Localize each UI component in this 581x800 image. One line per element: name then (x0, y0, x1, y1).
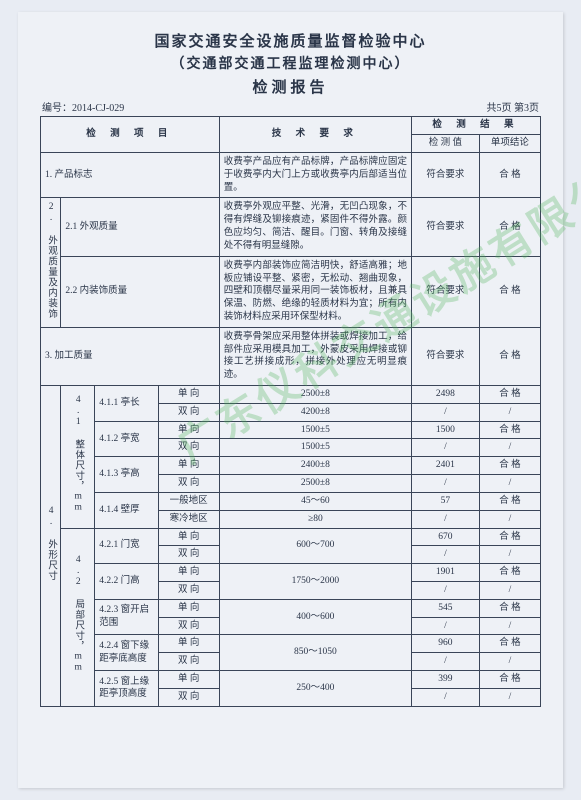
table-row: 4.2 局部尺寸，mm 4.2.1 门宽 单 向600～700670合 格 (41, 528, 541, 546)
table-row: 4. 外形尺寸 4.1 整体尺寸，mm 4.1.1 亭长 单 向2500±824… (41, 386, 541, 404)
col-verdict: 单项结论 (479, 135, 540, 153)
table-row: 4.1.2 亭宽单 向1500±51500合 格 (41, 421, 541, 439)
table-row: 4.2.4 窗下缘距亭底高度单 向850～1050960合 格 (41, 635, 541, 653)
table-row: 3. 加工质量 收费亭骨架应采用整体拼装或焊接加工，给部件应采用模具加工，外蒙皮… (41, 327, 541, 385)
col-val: 检 测 值 (412, 135, 480, 153)
col-item: 检 测 项 目 (41, 117, 220, 153)
table-row: 4.2.5 窗上缘距亭顶高度单 向250～400399合 格 (41, 671, 541, 689)
inspection-table: 检 测 项 目 技 术 要 求 检 测 结 果 检 测 值 单项结论 1. 产品… (40, 116, 541, 706)
table-row: 2.2 内装饰质量 收费亭内部装饰应简洁明快，舒适高雅；地板应铺设平整、紧密，无… (41, 256, 541, 327)
table-row: 4.1.4 壁厚一般地区45～6057合 格 (41, 492, 541, 510)
page-indicator: 共5页 第3页 (487, 99, 540, 114)
table-row: 4.2.2 门高单 向1750～20001901合 格 (41, 564, 541, 582)
table-row: 2. 外观质量及内装饰 2.1 外观质量 收费亭外观应平整、光滑，无凹凸现象，不… (41, 198, 541, 256)
org-title: 国家交通安全设施质量监督检验中心 (40, 30, 541, 54)
report-title: 检测报告 (40, 76, 541, 97)
org-subtitle: （交通部交通工程监理检测中心） (40, 54, 541, 76)
col-result: 检 测 结 果 (412, 117, 541, 135)
table-row: 1. 产品标志 收费亭产品应有产品标牌，产品标牌应固定于收费亭内大门上方或收费亭… (41, 153, 541, 198)
table-row: 4.2.3 窗开启范围单 向400～600545合 格 (41, 599, 541, 617)
col-req: 技 术 要 求 (219, 117, 411, 153)
doc-number: 编号：2014-CJ-029 (42, 99, 124, 114)
table-row: 4.1.3 亭高单 向2400±82401合 格 (41, 457, 541, 475)
